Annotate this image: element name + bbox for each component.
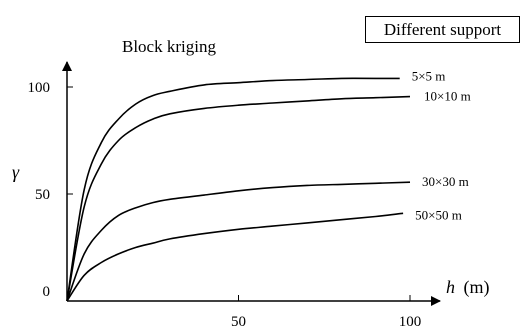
- y-tick-label: 0: [43, 284, 51, 300]
- y-axis-label: γ: [12, 162, 20, 182]
- x-axis-label-unit: (m): [464, 277, 490, 298]
- series-line: [66, 95, 411, 302]
- x-axis-label: h (m): [446, 277, 490, 298]
- x-tick-label: 100: [399, 314, 422, 329]
- chart-title: Block kriging: [122, 37, 216, 56]
- y-tick-label: 50: [35, 187, 50, 203]
- series-label: 50×50 m: [415, 207, 462, 222]
- series-line: [66, 212, 404, 302]
- series-line: [66, 181, 411, 302]
- y-tick-label: 100: [28, 80, 51, 96]
- series-label: 5×5 m: [412, 68, 446, 83]
- annotation-box: Different support: [365, 16, 520, 43]
- x-axis-label-variable: h: [446, 277, 455, 297]
- series-label: 30×30 m: [422, 174, 469, 189]
- x-tick-label: 50: [231, 314, 246, 329]
- series-line: [66, 77, 400, 302]
- series-label: 10×10 m: [424, 89, 471, 104]
